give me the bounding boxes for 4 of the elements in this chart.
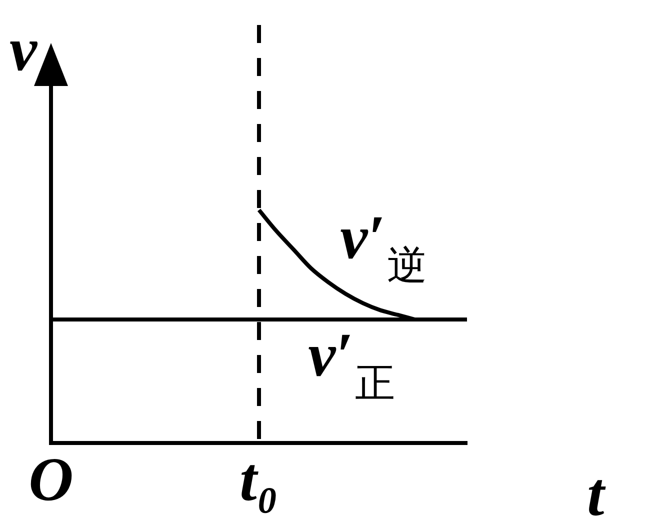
x-axis-title: t xyxy=(587,461,606,524)
y-axis-title: v xyxy=(9,16,38,84)
x-tick-label: t₀ xyxy=(240,446,278,514)
x-tick-label: O xyxy=(28,446,74,514)
